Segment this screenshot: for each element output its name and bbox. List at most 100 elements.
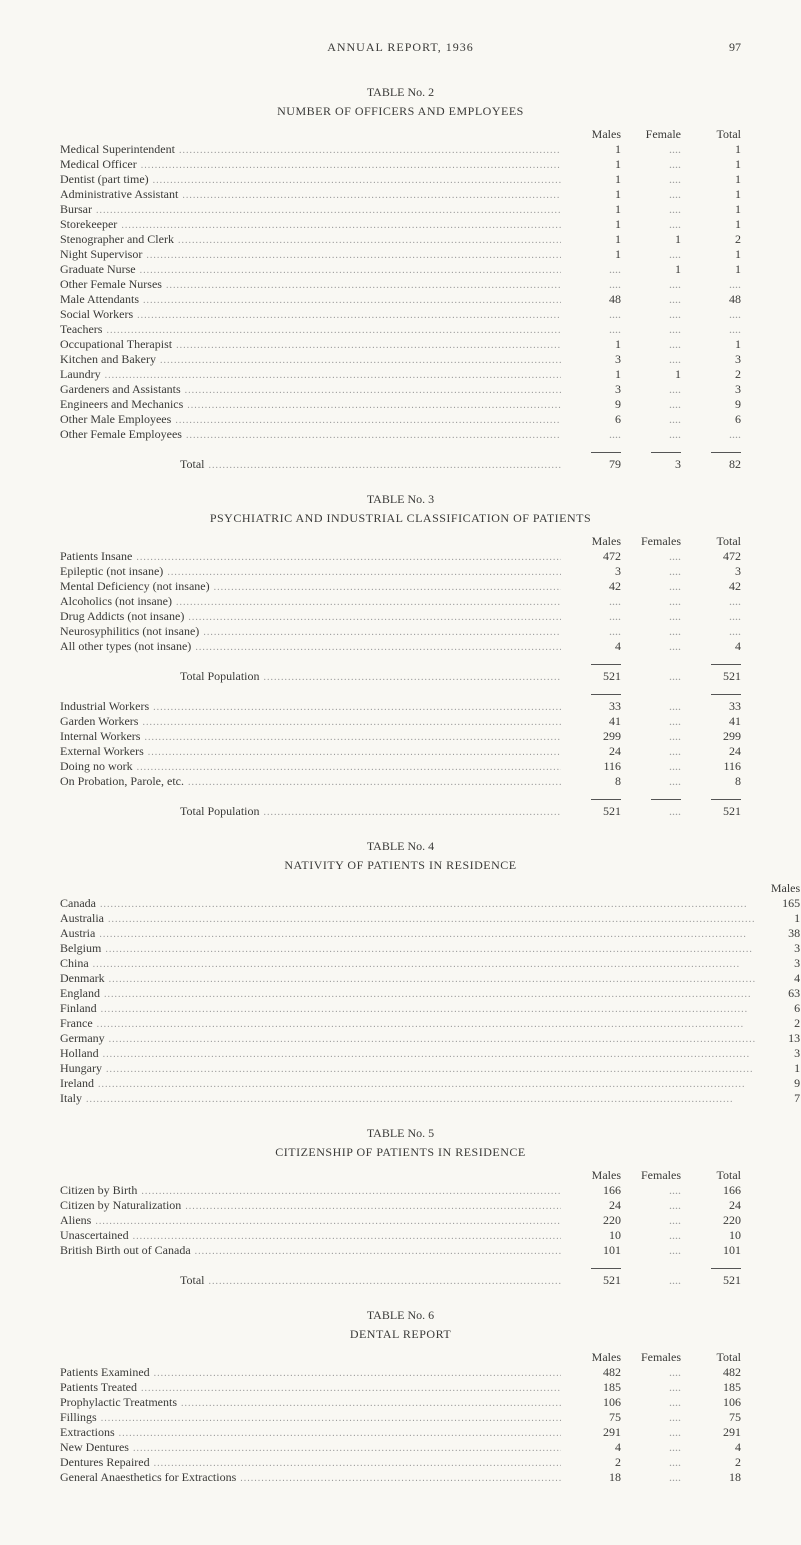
table-row: Medical Officer1....1: [60, 157, 741, 172]
table-row: Kitchen and Bakery3....3: [60, 352, 741, 367]
table-5-subtitle: CITIZENSHIP OF PATIENTS IN RESIDENCE: [60, 1145, 741, 1160]
table-3-block2-total: Total Population 521 .... 521: [60, 804, 741, 819]
row-label: Italy: [60, 1091, 86, 1106]
col-males: Males: [561, 1168, 621, 1183]
row-males: ....: [561, 262, 621, 277]
table-row: Teachers............: [60, 322, 741, 337]
row-total: 2: [681, 1455, 741, 1470]
col-females: Females: [621, 534, 681, 549]
total-males: 521: [561, 669, 621, 684]
row-label: Drug Addicts (not insane): [60, 609, 188, 624]
row-total: 6: [681, 412, 741, 427]
table-row: Other Female Nurses............: [60, 277, 741, 292]
row-label: Other Female Nurses: [60, 277, 166, 292]
row-total: 3: [681, 352, 741, 367]
row-males: 1: [561, 157, 621, 172]
row-males: 3: [756, 941, 800, 956]
row-label: Night Supervisor: [60, 247, 146, 262]
row-label: Other Male Employees: [60, 412, 175, 427]
row-total: 75: [681, 1410, 741, 1425]
table-row: Holland3....3: [60, 1046, 801, 1061]
row-males: 3: [756, 1046, 800, 1061]
table-row: Dentures Repaired2....2: [60, 1455, 741, 1470]
col-total: Total: [681, 127, 741, 142]
row-males: 1: [561, 142, 621, 157]
row-females: ....: [621, 292, 681, 307]
table-4-subtitle: NATIVITY OF PATIENTS IN RESIDENCE: [60, 858, 741, 873]
table-4-header-left: Males Females Total: [60, 881, 801, 896]
table-row: Italy7....7: [60, 1091, 801, 1106]
row-males: 7: [756, 1091, 800, 1106]
row-total: 166: [681, 1183, 741, 1198]
row-males: 13: [756, 1031, 800, 1046]
row-males: ....: [561, 594, 621, 609]
table-row: Epileptic (not insane)3....3: [60, 564, 741, 579]
row-males: 482: [561, 1365, 621, 1380]
row-males: 75: [561, 1410, 621, 1425]
row-females: ....: [621, 549, 681, 564]
row-total: 299: [681, 729, 741, 744]
table-row: Stenographer and Clerk112: [60, 232, 741, 247]
row-males: 4: [561, 639, 621, 654]
row-total: 1: [681, 202, 741, 217]
table-row: France2....2: [60, 1016, 801, 1031]
row-label: Gardeners and Assistants: [60, 382, 185, 397]
row-label: Holland: [60, 1046, 103, 1061]
total-males: 521: [561, 1273, 621, 1288]
row-males: 9: [561, 397, 621, 412]
row-total: 1: [681, 172, 741, 187]
table-6-header: Males Females Total: [60, 1350, 741, 1365]
row-females: ....: [621, 1213, 681, 1228]
row-total: ....: [681, 609, 741, 624]
table-2: TABLE No. 2 NUMBER OF OFFICERS AND EMPLO…: [60, 85, 741, 472]
row-total: 482: [681, 1365, 741, 1380]
row-males: 1: [561, 172, 621, 187]
row-label: Austria: [60, 926, 99, 941]
total-total: 82: [681, 457, 741, 472]
row-total: 4: [681, 639, 741, 654]
total-female: 3: [621, 457, 681, 472]
row-males: ....: [561, 624, 621, 639]
row-label: Male Attendants: [60, 292, 143, 307]
row-label: China: [60, 956, 93, 971]
table-row: Finland6....6: [60, 1001, 801, 1016]
table-6-title: TABLE No. 6: [60, 1308, 741, 1323]
table-row: Denmark4....4: [60, 971, 801, 986]
row-males: 116: [561, 759, 621, 774]
row-females: ....: [621, 1183, 681, 1198]
table-2-total: Total 79 3 82: [60, 457, 741, 472]
col-total: Total: [681, 534, 741, 549]
table-row: Mental Deficiency (not insane)42....42: [60, 579, 741, 594]
row-total: 1: [681, 157, 741, 172]
row-females: ....: [621, 412, 681, 427]
row-males: 185: [561, 1380, 621, 1395]
total-males: 79: [561, 457, 621, 472]
table-row: Belgium3....3: [60, 941, 801, 956]
table-3-title: TABLE No. 3: [60, 492, 741, 507]
table-row: Night Supervisor1....1: [60, 247, 741, 262]
row-males: 1: [561, 232, 621, 247]
row-females: ....: [621, 1228, 681, 1243]
row-females: ....: [621, 1425, 681, 1440]
row-label: Citizen by Birth: [60, 1183, 141, 1198]
row-label: Social Workers: [60, 307, 137, 322]
row-label: Storekeeper: [60, 217, 121, 232]
table-row: Ireland9....9: [60, 1076, 801, 1091]
row-label: Finland: [60, 1001, 101, 1016]
row-total: 10: [681, 1228, 741, 1243]
row-females: ....: [621, 714, 681, 729]
row-males: 1: [561, 247, 621, 262]
row-total: 101: [681, 1243, 741, 1258]
col-males: Males: [561, 534, 621, 549]
col-total: Total: [681, 1350, 741, 1365]
total-label: Total: [60, 1273, 209, 1288]
row-females: ....: [621, 142, 681, 157]
row-label: Internal Workers: [60, 729, 144, 744]
row-females: ....: [621, 172, 681, 187]
row-label: Neurosyphilitics (not insane): [60, 624, 203, 639]
table-row: Industrial Workers33....33: [60, 699, 741, 714]
row-total: 1: [681, 337, 741, 352]
table-5-header: Males Females Total: [60, 1168, 741, 1183]
row-total: 9: [681, 397, 741, 412]
row-males: 2: [756, 1016, 800, 1031]
